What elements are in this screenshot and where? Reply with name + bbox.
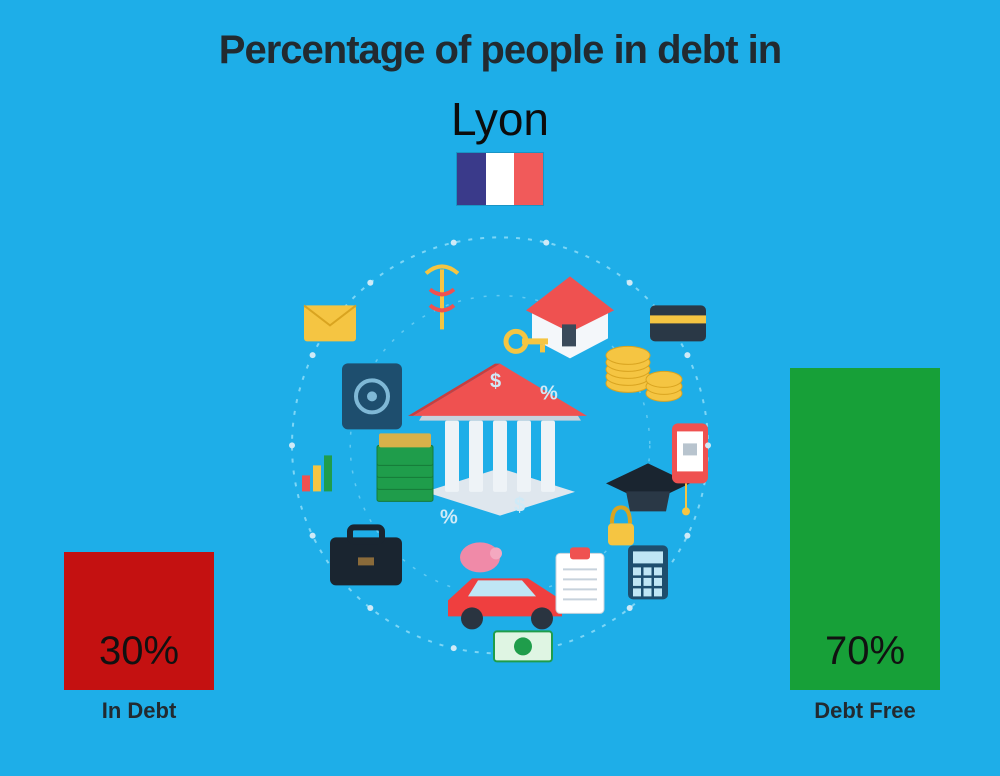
piggy-bank-icon <box>460 542 502 572</box>
bar-value: 70% <box>790 629 940 674</box>
bar-label: In Debt <box>39 698 239 724</box>
banknote-icon <box>494 631 552 661</box>
credit-card-icon <box>650 305 706 341</box>
glyph: % <box>540 382 558 404</box>
car-icon <box>448 578 562 629</box>
clipboard-icon <box>556 547 604 613</box>
coins-icon <box>606 346 682 401</box>
bar-in-debt: 30% <box>64 552 214 690</box>
glyph: $ <box>490 370 501 392</box>
calculator-icon <box>628 545 668 599</box>
phone-icon <box>672 423 708 483</box>
cash-stack-icon <box>377 433 433 501</box>
bar-label: Debt Free <box>765 698 965 724</box>
padlock-icon <box>608 507 634 545</box>
house-icon <box>526 276 614 358</box>
bar-chart-icon <box>302 455 332 491</box>
envelope-icon <box>304 305 356 341</box>
bar-debt-free: 70% <box>790 368 940 690</box>
city-name: Lyon <box>0 92 1000 146</box>
glyph: % <box>440 506 458 528</box>
briefcase-icon <box>330 527 402 585</box>
caduceus-icon <box>426 266 458 329</box>
page-title: Percentage of people in debt in <box>0 28 1000 73</box>
finance-illustration: %% $ $ <box>280 225 720 665</box>
safe-icon <box>342 363 402 429</box>
bar-value: 30% <box>64 629 214 674</box>
france-flag-icon <box>456 152 544 206</box>
glyph: $ <box>514 494 525 516</box>
